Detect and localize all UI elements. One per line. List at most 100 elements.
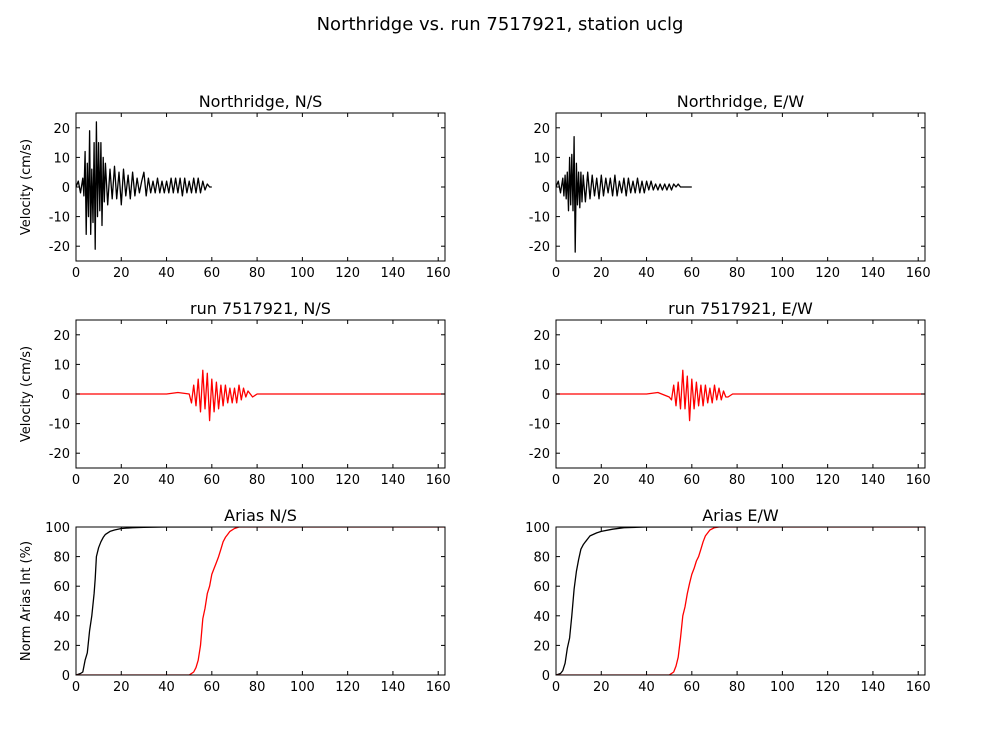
x-tick-label: 20 — [593, 473, 610, 488]
x-tick-label: 80 — [249, 680, 266, 695]
y-tick-label: 0 — [62, 388, 70, 403]
x-tick-label: 20 — [113, 680, 130, 695]
x-tick-label: 20 — [113, 473, 130, 488]
x-tick-label: 160 — [426, 680, 451, 695]
x-tick-label: 160 — [906, 473, 931, 488]
y-tick-label: -10 — [529, 211, 550, 226]
subplot-1: 0 20 40 60 80 100 120 140 160 -20 -10 0 10 20 Northrid… — [19, 92, 451, 281]
x-tick-label: 140 — [861, 266, 886, 281]
y-tick-label: 10 — [533, 358, 550, 373]
x-tick-label: 80 — [249, 266, 266, 281]
subplot-3: 0 20 40 60 80 100 120 140 160 -20 -10 0 10 20 run 7517… — [19, 299, 451, 488]
x-tick-label: 140 — [381, 473, 406, 488]
x-tick-label: 100 — [770, 473, 795, 488]
x-tick-label: 120 — [815, 680, 840, 695]
figure-title: Northridge vs. run 7517921, station uclg — [317, 14, 684, 35]
y-tick-label: 0 — [542, 181, 550, 196]
y-tick-label: 20 — [533, 639, 550, 654]
x-tick-label: 40 — [158, 266, 175, 281]
x-tick-label: 100 — [770, 680, 795, 695]
y-tick-label: 20 — [53, 329, 70, 344]
y-tick-label: -20 — [529, 240, 550, 255]
x-tick-label: 160 — [426, 266, 451, 281]
x-tick-label: 0 — [552, 680, 560, 695]
x-tick-label: 40 — [638, 473, 655, 488]
x-tick-label: 20 — [593, 266, 610, 281]
x-tick-label: 80 — [729, 473, 746, 488]
x-tick-label: 140 — [381, 680, 406, 695]
y-axis-label: Velocity (cm/s) — [19, 139, 34, 235]
y-tick-label: 60 — [53, 580, 70, 595]
x-tick-label: 120 — [815, 266, 840, 281]
x-tick-label: 60 — [684, 680, 701, 695]
y-tick-label: -20 — [529, 447, 550, 462]
x-tick-label: 40 — [638, 266, 655, 281]
x-tick-label: 160 — [426, 473, 451, 488]
subplot-title: run 7517921, E/W — [668, 299, 813, 318]
x-tick-label: 160 — [906, 266, 931, 281]
y-axis-label: Velocity (cm/s) — [19, 346, 34, 442]
x-tick-label: 20 — [593, 680, 610, 695]
x-tick-label: 0 — [72, 266, 80, 281]
x-tick-label: 60 — [204, 266, 221, 281]
x-tick-label: 120 — [335, 680, 360, 695]
x-tick-label: 0 — [72, 473, 80, 488]
y-tick-label: 60 — [533, 580, 550, 595]
y-tick-label: -10 — [529, 418, 550, 433]
subplot-title: Arias E/W — [702, 506, 779, 525]
axes-frame — [555, 526, 926, 676]
x-tick-label: 60 — [684, 266, 701, 281]
x-tick-label: 0 — [552, 266, 560, 281]
x-tick-label: 160 — [906, 680, 931, 695]
y-tick-label: 40 — [53, 610, 70, 625]
y-tick-label: 20 — [533, 329, 550, 344]
x-tick-label: 120 — [335, 473, 360, 488]
x-tick-label: 100 — [770, 266, 795, 281]
y-tick-label: -10 — [49, 211, 70, 226]
subplot-5: 0 20 40 60 80 100 120 140 160 0 20 40 60 80 100 Arias N… — [19, 506, 451, 695]
x-tick-label: 40 — [638, 680, 655, 695]
x-tick-label: 100 — [290, 473, 315, 488]
y-tick-label: 100 — [525, 521, 550, 536]
subplot-2: 0 20 40 60 80 100 120 140 160 -20 -10 0 10 20 Northrid… — [529, 92, 931, 281]
y-tick-label: 10 — [533, 151, 550, 166]
series-line-2 — [556, 527, 925, 675]
series-line-1 — [556, 527, 692, 675]
y-tick-label: 0 — [62, 669, 70, 684]
y-tick-label: 20 — [533, 122, 550, 137]
y-tick-label: -10 — [49, 418, 70, 433]
x-tick-label: 140 — [381, 266, 406, 281]
subplot-6: 0 20 40 60 80 100 120 140 160 0 20 40 60 80 100 Arias E… — [525, 506, 930, 695]
subplot-title: Northridge, E/W — [677, 92, 805, 111]
y-tick-label: 10 — [53, 358, 70, 373]
y-tick-label: 20 — [53, 639, 70, 654]
series-line-1 — [76, 121, 212, 250]
x-tick-label: 120 — [335, 266, 360, 281]
y-tick-label: 80 — [53, 551, 70, 566]
x-tick-label: 0 — [72, 680, 80, 695]
y-tick-label: 0 — [542, 388, 550, 403]
x-tick-label: 60 — [684, 473, 701, 488]
axes-frame — [75, 526, 446, 676]
x-tick-label: 100 — [290, 266, 315, 281]
y-tick-label: 10 — [53, 151, 70, 166]
x-tick-label: 80 — [249, 473, 266, 488]
y-tick-label: -20 — [49, 447, 70, 462]
y-tick-label: 0 — [62, 181, 70, 196]
subplot-title: Northridge, N/S — [199, 92, 323, 111]
y-tick-label: 40 — [533, 610, 550, 625]
series-line-1 — [76, 369, 445, 422]
series-line-1 — [556, 136, 692, 253]
y-tick-label: 80 — [533, 551, 550, 566]
y-tick-label: 0 — [542, 669, 550, 684]
x-tick-label: 40 — [158, 473, 175, 488]
x-tick-label: 80 — [729, 680, 746, 695]
x-tick-label: 60 — [204, 680, 221, 695]
x-tick-label: 80 — [729, 266, 746, 281]
series-line-2 — [76, 527, 445, 675]
x-tick-label: 60 — [204, 473, 221, 488]
x-tick-label: 120 — [815, 473, 840, 488]
x-tick-label: 140 — [861, 473, 886, 488]
